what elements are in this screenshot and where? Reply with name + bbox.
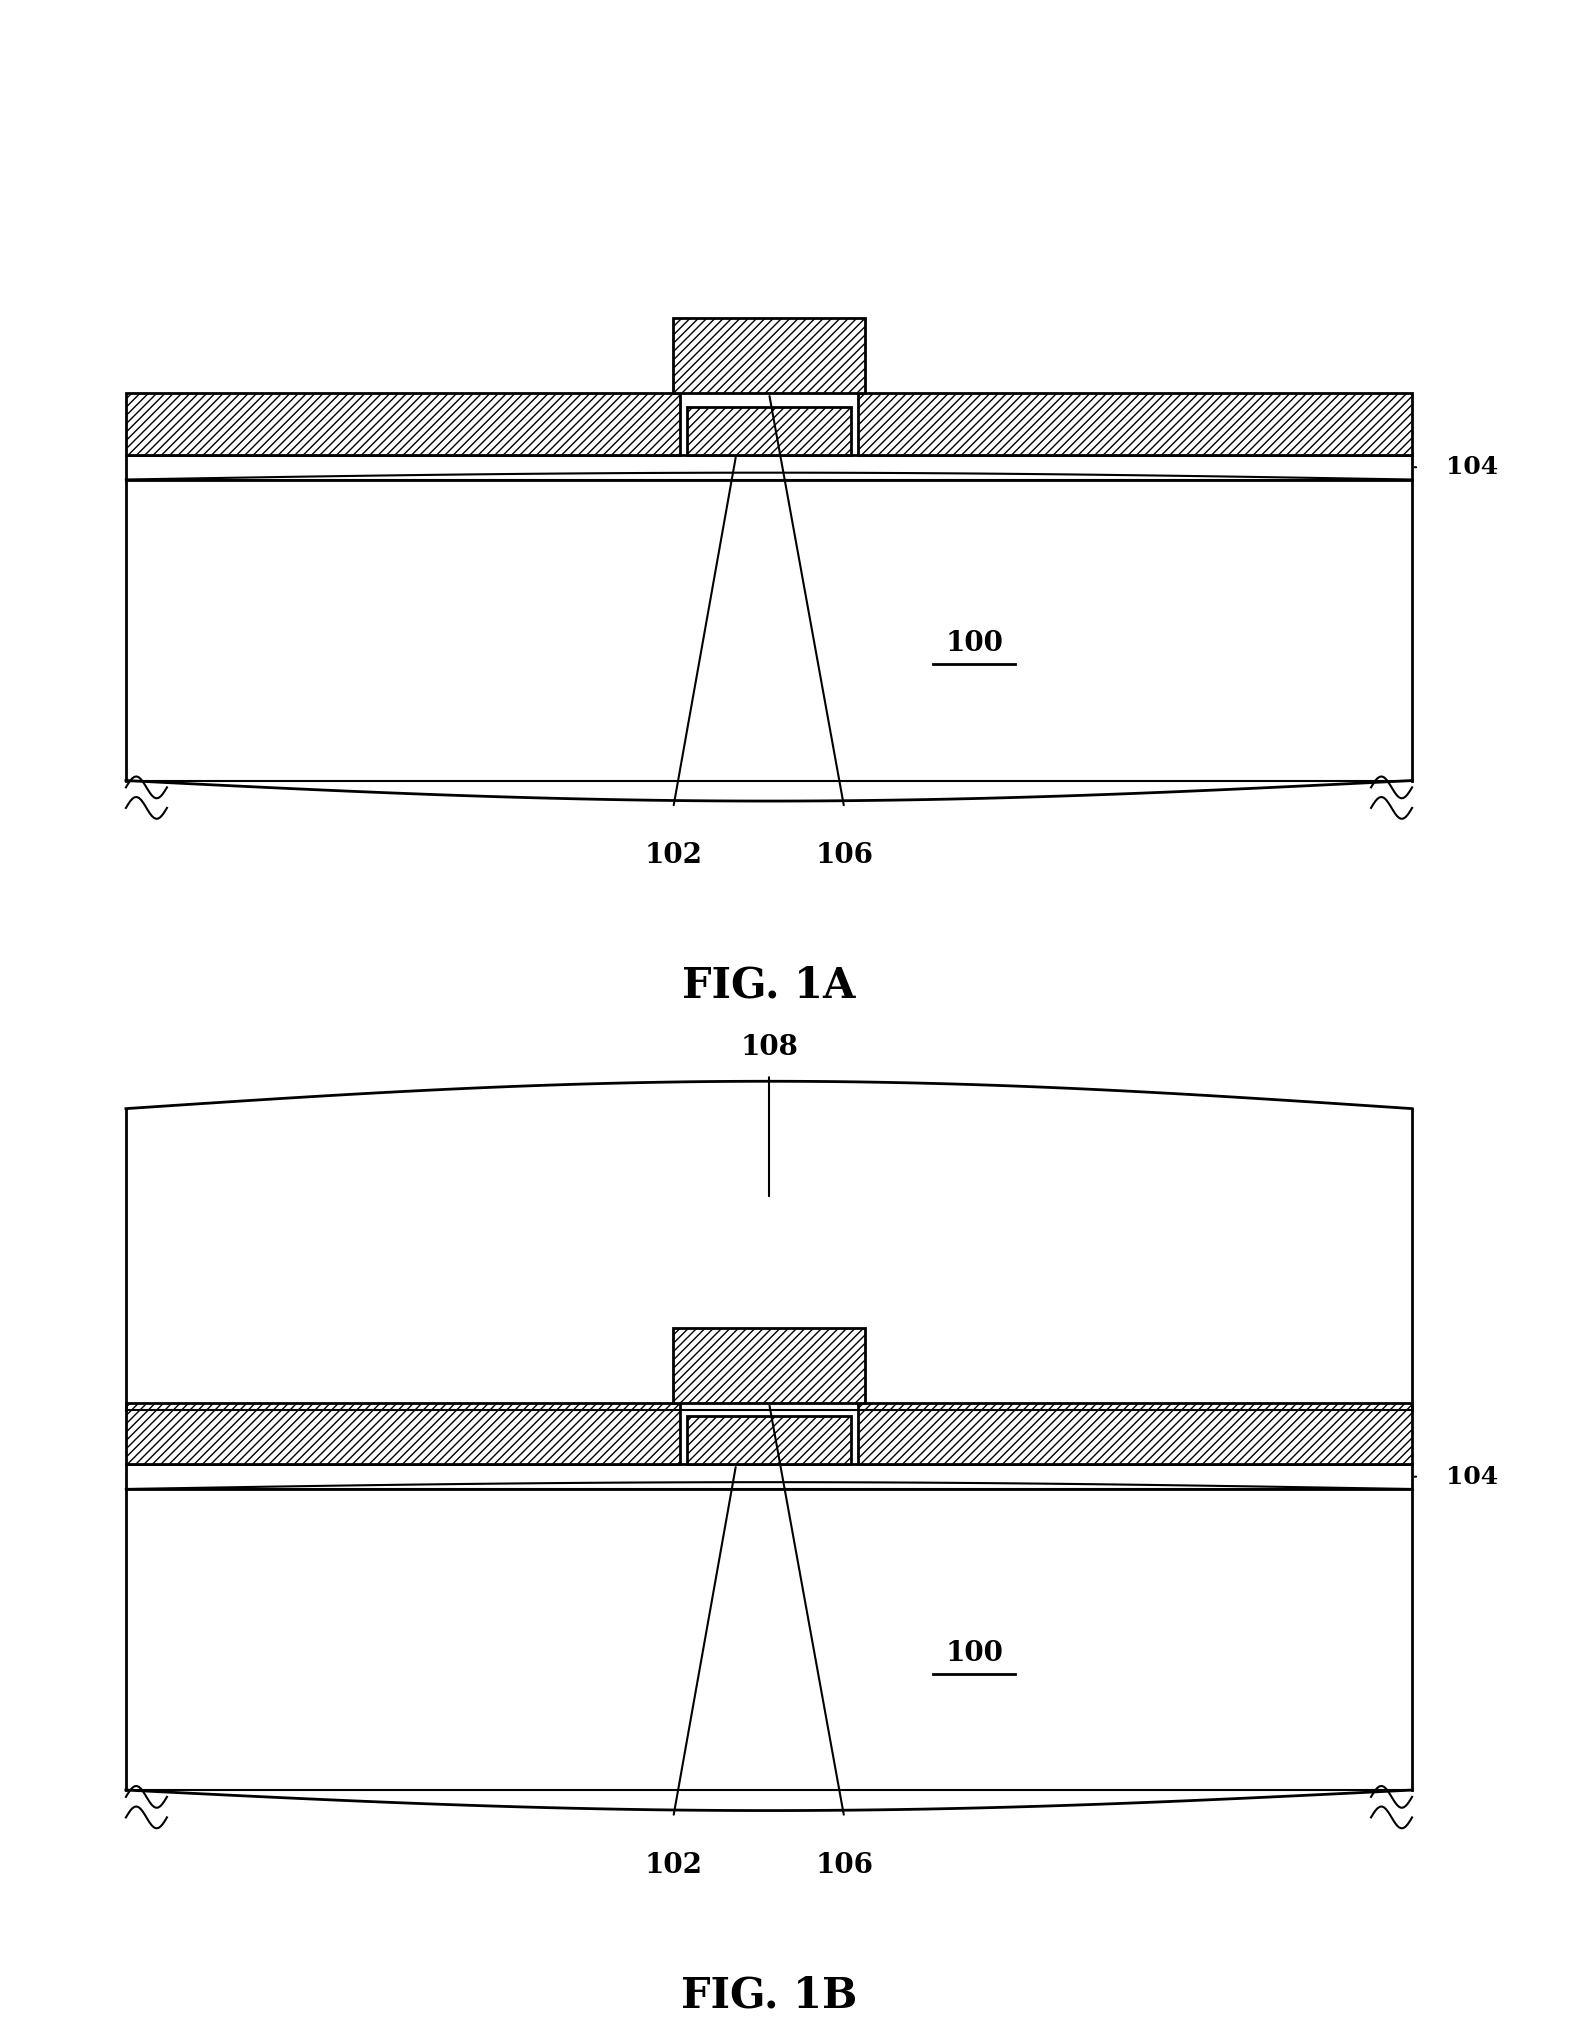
Bar [126, 394, 680, 455]
Text: 106: 106 [815, 1852, 873, 1879]
Text: 106: 106 [815, 841, 873, 870]
Bar [126, 1403, 680, 1464]
Bar [674, 319, 864, 394]
Bar [858, 394, 1412, 455]
Bar [126, 455, 1412, 480]
Bar [126, 1464, 1412, 1489]
Text: 102: 102 [644, 841, 702, 870]
Bar [858, 1403, 1412, 1464]
Text: FIG. 1A: FIG. 1A [682, 964, 856, 1007]
Bar [687, 406, 851, 455]
Text: 108: 108 [740, 1033, 798, 1060]
Text: 104: 104 [1447, 455, 1499, 480]
Text: 104: 104 [1447, 1464, 1499, 1489]
Text: FIG. 1B: FIG. 1B [680, 1975, 858, 2015]
Text: 102: 102 [644, 1852, 702, 1879]
Text: 100: 100 [946, 1640, 1004, 1666]
Text: 100: 100 [946, 631, 1004, 658]
Bar [674, 1327, 864, 1403]
Bar [687, 1417, 851, 1464]
